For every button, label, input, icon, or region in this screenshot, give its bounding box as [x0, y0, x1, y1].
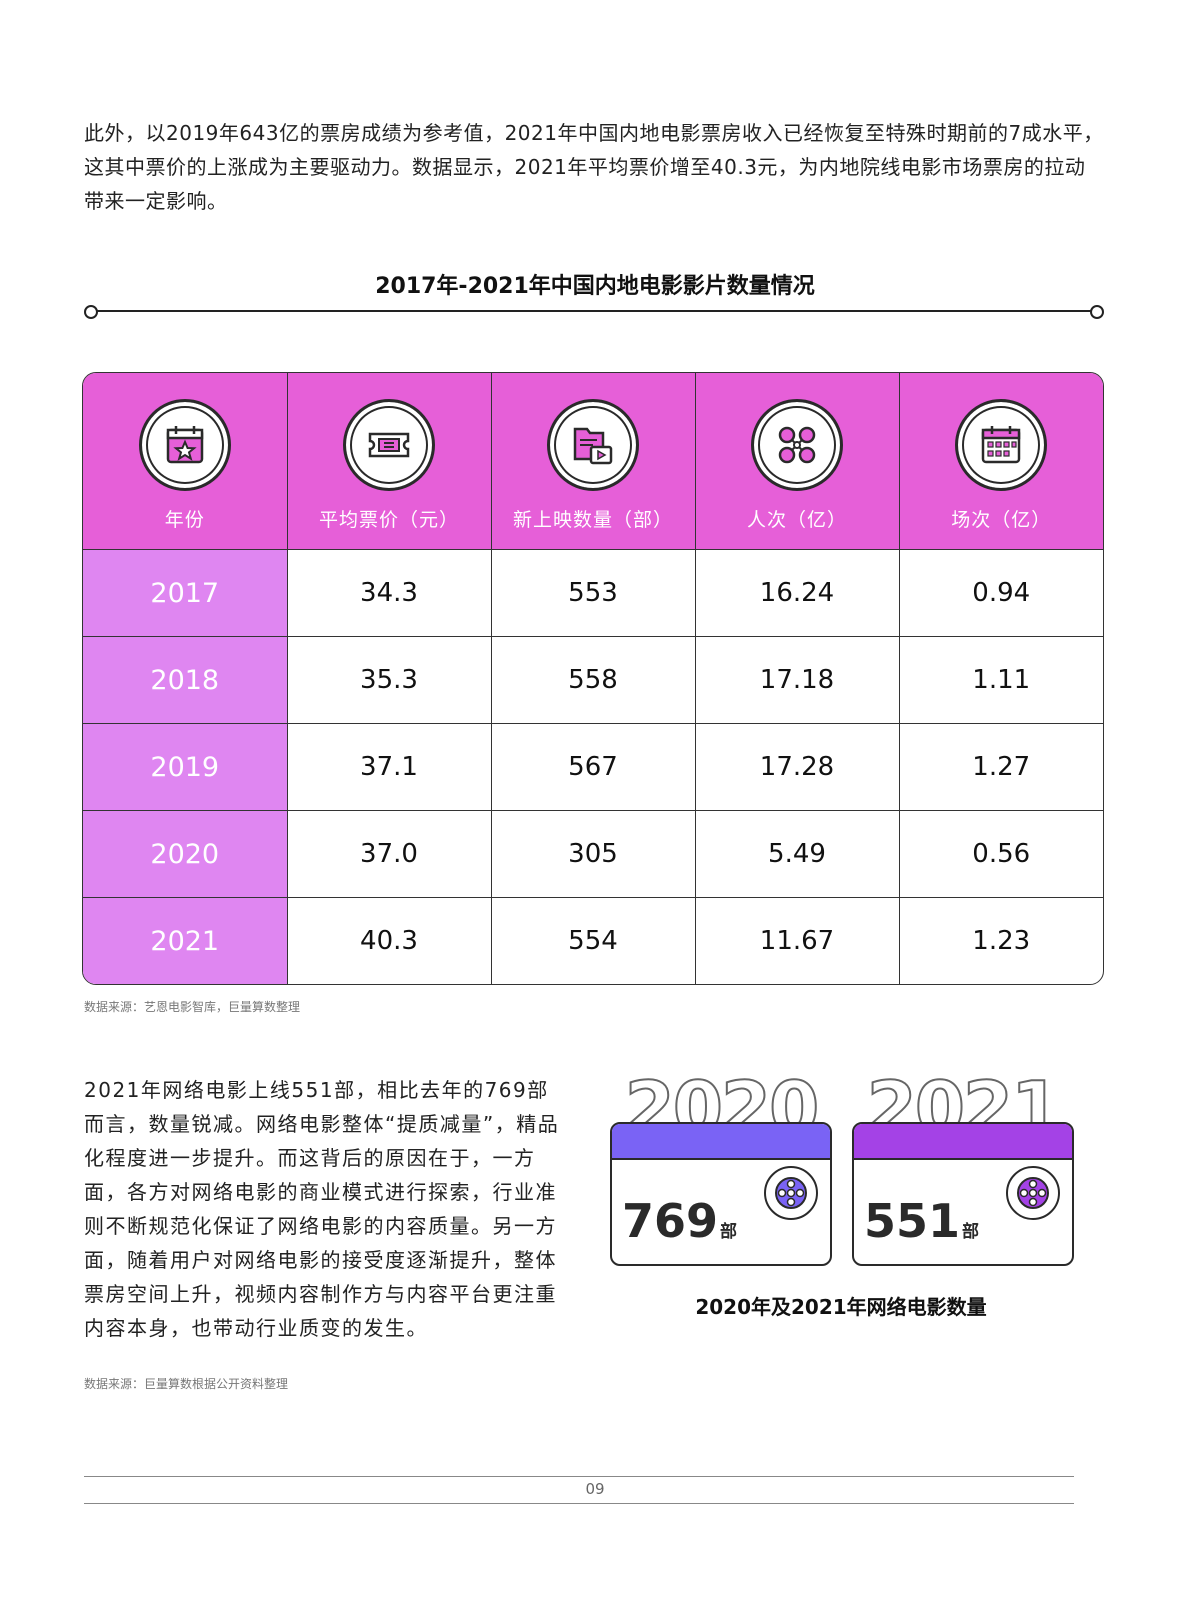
- title-divider: [84, 305, 1104, 319]
- screenings-cell: 0.94: [898, 549, 1103, 637]
- avg-price-cell: 37.0: [286, 810, 492, 898]
- card-value-wrap: 769 部: [622, 1197, 737, 1256]
- table-row: 2017 34.3 553 16.24 0.94: [83, 549, 1103, 637]
- new-releases-cell: 558: [490, 636, 696, 724]
- table-row: 2021 40.3 554 11.67 1.23: [83, 897, 1103, 984]
- header-label: 平均票价（元）: [318, 509, 459, 531]
- screenings-cell: 0.56: [898, 810, 1103, 898]
- avg-price-cell: 35.3: [286, 636, 492, 724]
- new-releases-cell: 567: [490, 723, 696, 811]
- ticket-icon: [343, 399, 435, 491]
- cards-caption: 2020年及2021年网络电影数量: [695, 1295, 987, 1319]
- page-number: 09: [585, 1480, 605, 1498]
- card-value: 769: [622, 1194, 719, 1248]
- schedule-calendar-icon: [955, 399, 1048, 491]
- screenings-cell: 1.23: [898, 897, 1103, 984]
- year-cell: 2020: [83, 810, 288, 898]
- year-cell: 2019: [83, 723, 288, 811]
- online-source-note: 数据来源：巨量算数根据公开资料整理: [84, 1377, 289, 1391]
- year-cell: 2017: [83, 549, 288, 637]
- header-avg-price: 平均票价（元）: [286, 373, 492, 550]
- year-cell: 2021: [83, 897, 288, 984]
- divider-right-dot: [1090, 305, 1104, 319]
- film-stats-table: 年份 平均票价（元）: [82, 372, 1104, 985]
- header-label: 场次（亿）: [951, 509, 1052, 531]
- online-film-card-2021: 2021 551 部: [852, 1071, 1074, 1272]
- card-color-band: [612, 1124, 830, 1160]
- year-cell: 2018: [83, 636, 288, 724]
- card-color-band: [854, 1124, 1072, 1160]
- header-label: 人次（亿）: [746, 509, 847, 531]
- intro-paragraph: 此外，以2019年643亿的票房成绩为参考值，2021年中国内地电影票房收入已经…: [84, 121, 1104, 213]
- new-releases-cell: 554: [490, 897, 696, 984]
- online-film-card-2020: 2020 769 部: [610, 1071, 832, 1272]
- header-label: 新上映数量（部）: [512, 509, 673, 531]
- film-folder-icon: [547, 399, 639, 491]
- table-title: 2017年-2021年中国内地电影影片数量情况: [375, 274, 815, 299]
- avg-price-cell: 37.1: [286, 723, 492, 811]
- divider-left-dot: [84, 305, 98, 319]
- card-unit: 部: [962, 1222, 980, 1242]
- card-value-wrap: 551 部: [864, 1197, 979, 1256]
- card-body: 551 部: [852, 1122, 1074, 1266]
- new-releases-cell: 305: [490, 810, 696, 898]
- calendar-star-icon: [138, 399, 231, 491]
- header-year: 年份: [83, 373, 288, 550]
- audience-icon: [751, 399, 843, 491]
- online-film-paragraph: 2021年网络电影上线551部，相比去年的769部而言，数量锐减。网络电影整体“…: [84, 1078, 560, 1340]
- footer-rule-bottom: [84, 1503, 1074, 1504]
- card-unit: 部: [720, 1222, 738, 1242]
- header-screenings: 场次（亿）: [898, 373, 1103, 550]
- card-value: 551: [864, 1194, 961, 1248]
- attendance-cell: 17.28: [694, 723, 900, 811]
- header-new-releases: 新上映数量（部）: [490, 373, 696, 550]
- header-label: 年份: [164, 509, 205, 531]
- avg-price-cell: 40.3: [286, 897, 492, 984]
- table-header-row: 年份 平均票价（元）: [83, 373, 1103, 550]
- attendance-cell: 11.67: [694, 897, 900, 984]
- table-row: 2020 37.0 305 5.49 0.56: [83, 810, 1103, 898]
- attendance-cell: 5.49: [694, 810, 900, 898]
- screenings-cell: 1.11: [898, 636, 1103, 724]
- attendance-cell: 17.18: [694, 636, 900, 724]
- table-source-note: 数据来源：艺恩电影智库，巨量算数整理: [84, 1000, 301, 1014]
- footer-rule-top: [84, 1476, 1074, 1477]
- attendance-cell: 16.24: [694, 549, 900, 637]
- film-reel-icon: [1006, 1166, 1060, 1220]
- avg-price-cell: 34.3: [286, 549, 492, 637]
- film-reel-icon: [764, 1166, 818, 1220]
- header-attendance: 人次（亿）: [694, 373, 900, 550]
- table-row: 2019 37.1 567 17.28 1.27: [83, 723, 1103, 811]
- screenings-cell: 1.27: [898, 723, 1103, 811]
- table-row: 2018 35.3 558 17.18 1.11: [83, 636, 1103, 724]
- card-body: 769 部: [610, 1122, 832, 1266]
- new-releases-cell: 553: [490, 549, 696, 637]
